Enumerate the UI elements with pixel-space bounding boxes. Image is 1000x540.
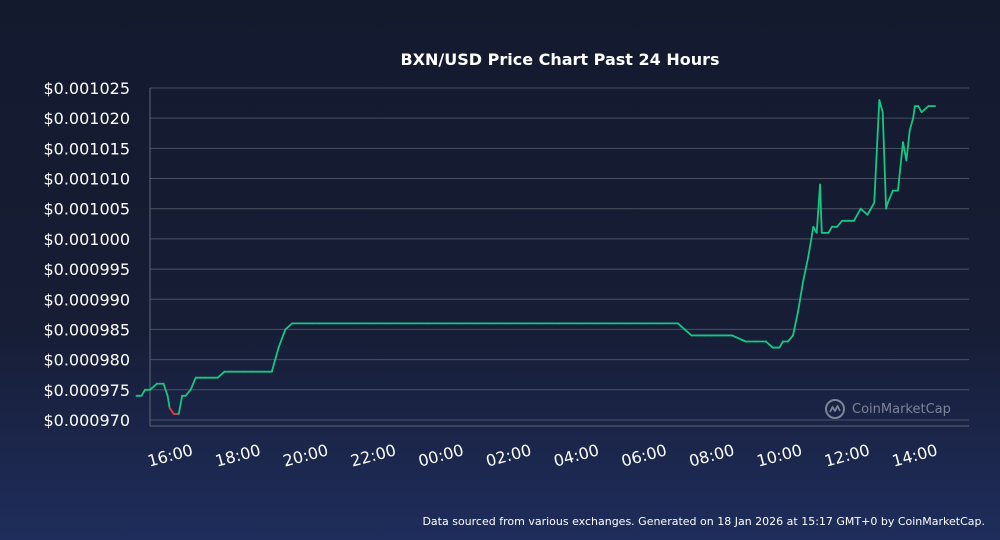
y-tick-label: $0.001015 — [43, 139, 130, 158]
watermark-label: CoinMarketCap — [852, 401, 951, 417]
x-tick-label: 02:00 — [484, 440, 533, 470]
price-line-segment — [216, 370, 226, 379]
price-line-segment — [802, 256, 810, 283]
y-tick-label: $0.001025 — [43, 79, 130, 98]
price-line-segment — [827, 225, 833, 234]
price-line-segment — [778, 340, 784, 349]
price-line-segment — [886, 189, 894, 204]
price-line-segment — [731, 334, 747, 343]
x-tick-label: 06:00 — [619, 440, 668, 470]
coinmarketcap-logo-icon — [825, 399, 845, 419]
price-line-segment — [908, 117, 915, 132]
x-tick-label: 18:00 — [213, 440, 262, 470]
price-line-segment — [878, 99, 882, 108]
y-tick-label: $0.000970 — [43, 411, 130, 430]
price-line-segment — [277, 328, 287, 349]
x-tick-label: 22:00 — [349, 440, 398, 470]
price-line-segment — [897, 141, 904, 192]
x-tick-label: 00:00 — [416, 440, 465, 470]
price-line-segment — [819, 183, 823, 234]
price-line-segment — [787, 334, 794, 343]
price-line-segment — [873, 99, 881, 204]
price-line-segment — [853, 207, 862, 222]
price-line-segment — [168, 406, 175, 415]
price-line-segment — [917, 105, 923, 114]
y-tick-label: $0.000985 — [43, 320, 130, 339]
footer-note: Data sourced from various exchanges. Gen… — [422, 515, 985, 528]
x-tick-label: 14:00 — [890, 440, 939, 470]
price-line-segment — [920, 105, 930, 114]
price-line-segment — [797, 280, 805, 313]
price-line-segment — [177, 394, 184, 415]
chart-title: BXN/USD Price Chart Past 24 Hours — [400, 50, 720, 69]
x-tick-label: 10:00 — [755, 440, 804, 470]
price-line-segment — [880, 105, 884, 114]
price-line-segment — [866, 201, 876, 216]
price-line-segment — [270, 346, 280, 373]
y-tick-label: $0.000990 — [43, 290, 130, 309]
price-line-segment — [189, 376, 197, 391]
price-line-segment — [284, 322, 294, 331]
y-tick-label: $0.000995 — [43, 260, 130, 279]
price-line-segment — [765, 340, 774, 349]
price-line-segment — [683, 328, 693, 337]
x-tick-label: 08:00 — [687, 440, 736, 470]
price-line-segment — [166, 394, 171, 409]
price-line-segment — [859, 207, 869, 216]
x-tick-label: 12:00 — [822, 440, 871, 470]
price-line-segment — [140, 388, 146, 397]
x-tick-label: 16:00 — [145, 440, 194, 470]
coinmarketcap-watermark: CoinMarketCap — [824, 398, 951, 420]
x-tick-label: 20:00 — [281, 440, 330, 470]
price-line-segment — [184, 388, 192, 397]
y-tick-label: $0.000975 — [43, 381, 130, 400]
price-line-segment — [807, 225, 815, 258]
price-line-segment — [677, 322, 686, 331]
price-line-segment — [881, 111, 887, 210]
y-tick-label: $0.001005 — [43, 200, 130, 219]
y-tick-label: $0.001000 — [43, 230, 130, 249]
price-line-segment — [885, 201, 889, 210]
price-line-segment — [792, 310, 799, 337]
price-line-segment — [149, 382, 158, 391]
y-tick-label: $0.001010 — [43, 170, 130, 189]
price-line-segment — [162, 382, 169, 397]
price-line-segment — [905, 129, 911, 162]
y-tick-label: $0.000980 — [43, 351, 130, 370]
y-tick-label: $0.001020 — [43, 109, 130, 128]
price-line-segment — [912, 105, 916, 120]
x-tick-label: 04:00 — [552, 440, 601, 470]
price-line-segment — [836, 219, 843, 228]
